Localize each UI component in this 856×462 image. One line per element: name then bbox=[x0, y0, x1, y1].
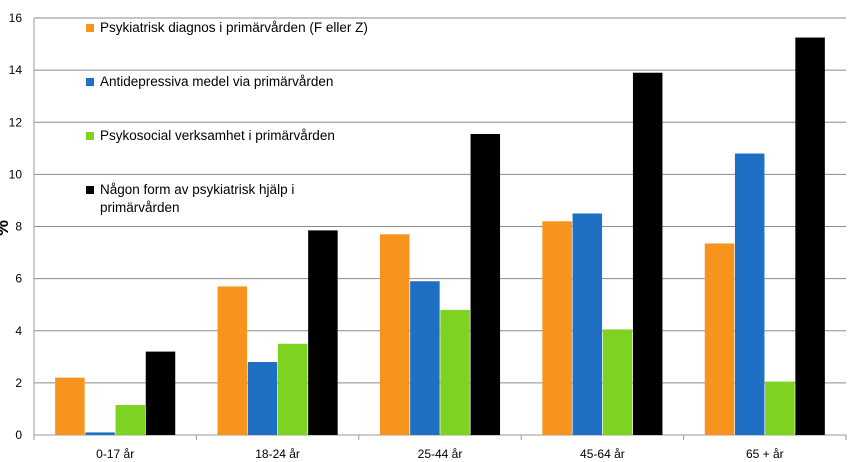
bar bbox=[115, 405, 146, 435]
y-tick-label: 14 bbox=[9, 63, 23, 77]
y-tick-label: 8 bbox=[15, 220, 22, 234]
bar bbox=[632, 72, 663, 435]
y-axis-label: % bbox=[0, 220, 12, 236]
x-tick-label: 18-24 år bbox=[255, 447, 300, 461]
legend-swatch bbox=[86, 186, 94, 194]
bars bbox=[55, 37, 825, 435]
bar bbox=[379, 234, 410, 435]
bar bbox=[765, 381, 795, 435]
bar bbox=[55, 377, 85, 435]
legend-label: Psykosocial verksamhet i primärvården bbox=[100, 128, 335, 143]
bar bbox=[410, 281, 440, 435]
legend: Psykiatrisk diagnos i primärvården (F el… bbox=[86, 20, 368, 215]
y-axis-ticks: 0 2 4 6 8 10 12 14 16 bbox=[9, 11, 23, 442]
legend-label: Någon form av psykiatrisk hjälp i bbox=[100, 182, 294, 197]
bar bbox=[308, 230, 338, 435]
legend-swatch bbox=[86, 78, 94, 86]
x-axis: 0-17 år 18-24 år 25-44 år 45-64 år 65 + år bbox=[33, 18, 847, 461]
bar bbox=[247, 362, 278, 435]
y-tick-label: 2 bbox=[15, 376, 22, 390]
y-tick-label: 0 bbox=[15, 428, 22, 442]
bar bbox=[145, 351, 176, 435]
bar bbox=[277, 343, 308, 435]
y-tick-label: 10 bbox=[9, 167, 23, 181]
bar bbox=[795, 37, 825, 435]
bar bbox=[602, 329, 633, 435]
legend-swatch bbox=[86, 132, 94, 140]
bar bbox=[217, 286, 248, 435]
y-tick-label: 12 bbox=[9, 115, 23, 129]
x-tick-label: 0-17 år bbox=[96, 447, 134, 461]
bar bbox=[440, 309, 470, 435]
y-tick-label: 6 bbox=[15, 272, 22, 286]
y-tick-label: 16 bbox=[9, 11, 23, 25]
x-tick-label: 45-64 år bbox=[580, 447, 625, 461]
x-tick-label: 65 + år bbox=[746, 447, 784, 461]
legend-label: Psykiatrisk diagnos i primärvården (F el… bbox=[100, 20, 368, 35]
legend-swatch bbox=[86, 24, 94, 32]
legend-label: primärvården bbox=[100, 200, 180, 215]
bar bbox=[572, 213, 603, 435]
bar bbox=[85, 432, 115, 435]
y-tick-label: 4 bbox=[15, 324, 22, 338]
bar bbox=[542, 221, 572, 435]
bar bbox=[704, 243, 735, 435]
bar bbox=[470, 133, 501, 435]
bar bbox=[734, 153, 765, 435]
legend-label: Antidepressiva medel via primärvården bbox=[100, 74, 333, 89]
x-tick-label: 25-44 år bbox=[418, 447, 463, 461]
